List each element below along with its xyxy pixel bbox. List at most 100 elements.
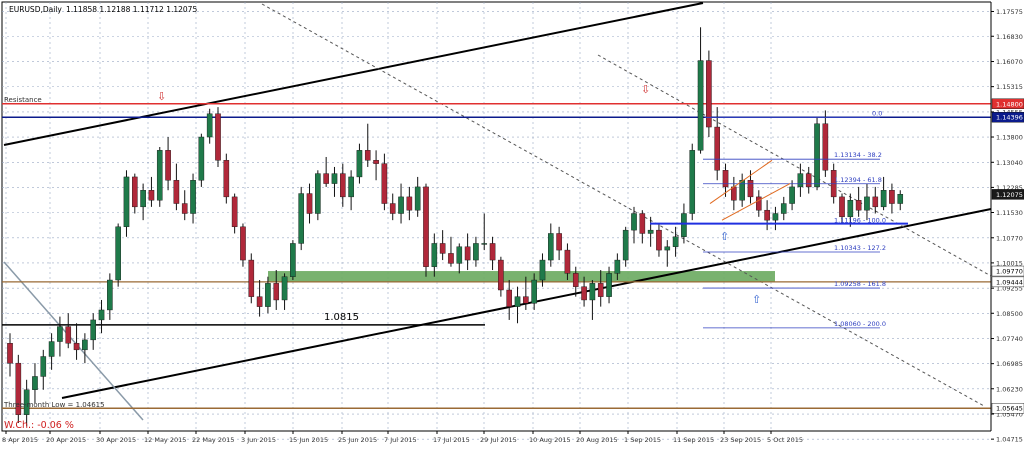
candle-body-54 (456, 246, 463, 264)
candle-body-45 (381, 163, 388, 204)
candle-body-62 (523, 296, 529, 304)
candle-body-0 (7, 343, 13, 364)
candle-body-79 (664, 246, 671, 251)
fib-label-1: 1.13134 - 38.2 (834, 151, 882, 159)
candle-body-75 (631, 213, 637, 231)
candle-body-18 (156, 150, 163, 201)
upper-channel-line (3, 2, 704, 146)
labels: EURUSD,Daily 1.11858 1.12188 1.11712 1.1… (3, 5, 197, 431)
candle-body-41 (348, 176, 354, 198)
candle-body-25 (215, 113, 221, 161)
y-tick-label-6: 1.13040 (996, 159, 1023, 167)
candle-body-55 (464, 246, 471, 261)
candle-body-29 (248, 259, 255, 297)
x-tick-label-14: 11 Sep 2015 (673, 436, 714, 444)
candle-body-90 (756, 196, 762, 211)
flag-upper-line (709, 159, 773, 204)
candle-body-8 (73, 343, 80, 351)
descending-gray-line (3, 261, 144, 421)
candle-body-103 (864, 196, 870, 211)
down-arrow-aug: ⇩ (641, 83, 650, 96)
up-arrow-sep: ⇧ (720, 230, 729, 243)
y-tick-label-13: 1.07740 (996, 335, 1023, 343)
candle-body-81 (681, 213, 687, 237)
three-month-low-label: Three-month Low = 1.04615 (3, 401, 105, 409)
candle-body-64 (539, 259, 546, 281)
candle-body-89 (747, 180, 754, 198)
candle-body-67 (564, 249, 571, 274)
candle-body-66 (556, 233, 562, 251)
candle-body-56 (473, 243, 479, 261)
candle-body-46 (389, 203, 396, 214)
candle-body-98 (822, 123, 829, 171)
candle-body-24 (206, 113, 213, 138)
markers: ⇩ ⇩ ⇧ ⇧ (157, 83, 761, 306)
x-tick-label-3: 12 May 2015 (144, 436, 186, 444)
y-tick-label-7: 1.12285 (996, 184, 1023, 192)
candle-body-40 (340, 173, 346, 198)
candle-body-78 (656, 229, 662, 251)
candle-body-7 (65, 326, 72, 344)
candle-body-37 (315, 173, 321, 214)
candle-body-12 (107, 279, 113, 311)
candle-body-16 (140, 190, 146, 208)
y-tick-label-14: 1.06985 (996, 360, 1023, 368)
candle-body-68 (572, 273, 579, 287)
candle-body-102 (855, 200, 862, 211)
candle-body-61 (514, 296, 521, 307)
x-tick-label-12: 20 Aug 2015 (576, 436, 618, 444)
candle-body-104 (872, 196, 879, 208)
x-tick-label-13: 1 Sep 2015 (624, 436, 661, 444)
fib-label-4: 1.10343 - 127.2 (834, 244, 886, 252)
candle-body-91 (764, 209, 770, 221)
candle-body-76 (639, 213, 646, 234)
candle-body-83 (697, 60, 704, 151)
price-tag-label-3: 1.09770 (996, 268, 1023, 276)
candle-body-59 (498, 259, 504, 291)
time-axis: 8 Apr 2015 20 Apr 2015 30 Apr 2015 12 May 2… (2, 430, 991, 444)
candle-body-10 (90, 319, 96, 341)
candle-body-84 (706, 60, 712, 128)
price-tag-1 (991, 111, 1024, 123)
candle-body-30 (256, 296, 263, 307)
candle-body-23 (198, 136, 205, 181)
candle-body-39 (331, 173, 338, 184)
down-arrow-may: ⇩ (157, 90, 166, 103)
candle-body-4 (40, 356, 47, 377)
price-axis: 1.175751.168301.160701.153151.145551.138… (990, 0, 1024, 447)
candle-body-94 (789, 186, 795, 204)
candle-body-11 (98, 309, 105, 321)
price-tag-3 (991, 265, 1024, 277)
candle-body-2 (23, 389, 30, 415)
candle-body-32 (273, 283, 280, 301)
candle-body-50 (423, 186, 429, 267)
candle-body-52 (439, 243, 446, 254)
candle-body-72 (606, 273, 612, 297)
x-tick-label-11: 10 Aug 2015 (529, 436, 571, 444)
candle-body-80 (672, 236, 679, 247)
candle-body-43 (364, 150, 371, 161)
candle-body-20 (173, 180, 180, 204)
price-tag-label-2: 1.12075 (996, 191, 1023, 199)
drawn-lines: Resistance 1.0815 (2, 2, 992, 421)
candle-body-47 (398, 196, 404, 214)
candle-body-22 (190, 180, 196, 214)
candle-body-57 (481, 243, 488, 245)
flag-lower-line (721, 183, 791, 221)
chart-title: EURUSD,Daily (9, 5, 62, 14)
candle-body-77 (647, 229, 654, 234)
candle-body-3 (32, 376, 38, 390)
price-tag-4 (991, 276, 1024, 288)
x-tick-label-5: 3 Jun 2015 (241, 436, 276, 444)
y-tick-label-12: 1.08500 (996, 310, 1023, 318)
price-tag-label-5: 1.05645 (996, 405, 1023, 413)
x-tick-label-6: 15 Jun 2015 (289, 436, 328, 444)
candle-body-96 (805, 173, 812, 188)
x-tick-label-4: 22 May 2015 (192, 436, 234, 444)
y-tick-label-9: 1.10770 (996, 234, 1023, 242)
candle-body-9 (82, 339, 88, 351)
x-tick-label-10: 29 Jul 2015 (480, 436, 517, 444)
lower-channel-line (61, 208, 992, 399)
